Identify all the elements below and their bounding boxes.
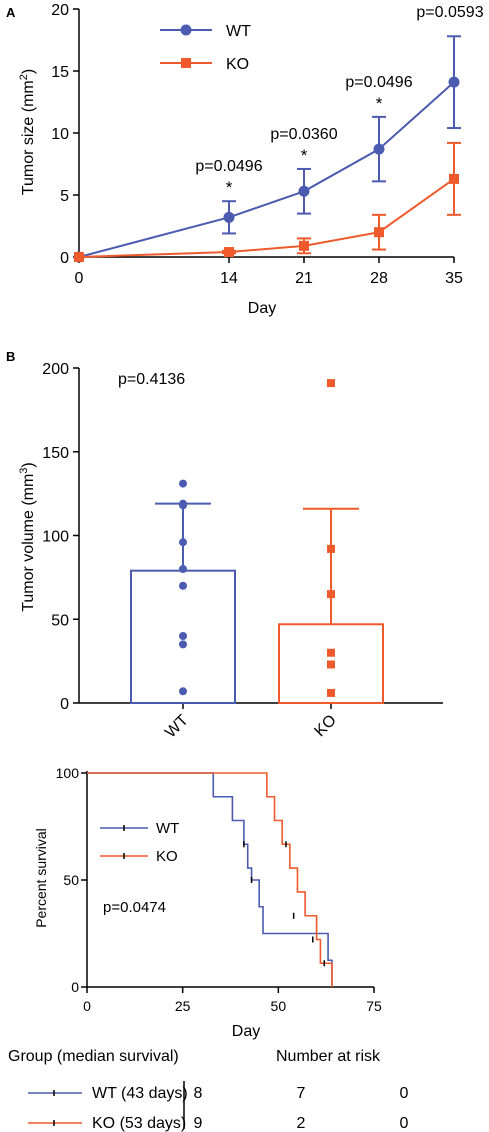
panel-a-series-line-ko	[78, 178, 455, 258]
panel-b-bar-chart: B Tumor volume (mm3) p=0.4136 0 50 100 150 2…	[6, 349, 443, 741]
risk-table-value: 0	[400, 1085, 409, 1102]
panel-a-point-ko	[224, 247, 234, 258]
panel-a-y-tick-label: 15	[51, 64, 69, 81]
panel-c-x-tick-label: 50	[271, 998, 287, 1014]
panel-b-point-wt	[179, 565, 187, 573]
panel-c-y-axis-label: Percent survival	[33, 828, 49, 928]
panel-a-y-axis-label: Tumor size (mm2)	[18, 69, 37, 195]
panel-b-x-tick-label: KO	[311, 712, 339, 740]
panel-b-point-wt	[179, 687, 187, 696]
panel-a-point-ko	[449, 173, 459, 184]
panel-b-point-wt	[179, 581, 187, 590]
panel-b-point-wt	[179, 479, 187, 488]
panel-b-point-ko	[327, 648, 335, 657]
risk-table-group-header: Group (median survival)	[8, 1048, 179, 1065]
panel-a-p-value: p=0.0593	[416, 4, 483, 21]
panel-b-y-tick-label: 0	[60, 696, 69, 713]
panel-c-survival-curve-wt	[87, 772, 333, 987]
panel-c-y-tick-label: 0	[71, 979, 79, 995]
panel-a-y-tick-label: 0	[60, 250, 69, 267]
panel-c-x-axis-label: Day	[232, 1023, 260, 1040]
panel-b-point-ko	[327, 688, 335, 697]
panel-c-survival-chart: Percent survival Day p=0.0474 0 50 100 0 25 5…	[33, 765, 382, 1040]
panel-a-x-tick-label: 21	[295, 270, 313, 287]
panel-b-point-wt	[179, 538, 187, 547]
risk-table-value: 7	[297, 1085, 306, 1102]
panel-b-label: B	[6, 349, 15, 364]
panel-b-x-tick-label: WT	[162, 712, 192, 742]
panel-a-point-ko	[74, 252, 84, 262]
panel-c-p-value: p=0.0474	[103, 899, 166, 916]
panel-a-x-axis-label: Day	[248, 300, 276, 317]
panel-a-y-tick-label: 10	[51, 126, 69, 143]
panel-a-x-tick-label: 35	[445, 270, 463, 287]
panel-a-significance-star: *	[226, 178, 233, 197]
panel-b-point-ko	[327, 544, 335, 553]
panel-a-series-line-wt	[78, 81, 455, 258]
panel-b-point-wt	[179, 640, 187, 649]
panel-a-p-value: p=0.0496	[345, 74, 412, 91]
panel-a-point-wt	[223, 211, 235, 223]
panel-b-point-ko	[327, 660, 335, 669]
panel-a-significance-star: *	[301, 146, 308, 165]
panel-a-p-value: p=0.0360	[270, 126, 337, 143]
panel-a-y-tick-label: 5	[60, 188, 69, 205]
panel-b-y-axis-label: Tumor volume (mm3)	[18, 462, 37, 612]
panel-c-survival-curve-ko	[87, 772, 333, 987]
panel-a-y-tick-label: 20	[51, 2, 69, 19]
panel-c-x-tick-label: 25	[175, 998, 191, 1014]
panel-b-point-wt	[179, 632, 187, 640]
risk-table-value: 0	[400, 1115, 409, 1132]
panel-c-x-tick-label: 75	[366, 998, 382, 1014]
panel-b-y-tick-label: 100	[42, 529, 69, 546]
risk-table-group-label: WT (43 days)	[92, 1085, 188, 1102]
risk-table-value: 8	[194, 1085, 203, 1102]
panel-a-point-wt	[373, 143, 385, 155]
risk-table-group-label: KO (53 days)	[92, 1115, 186, 1132]
panel-b-y-tick-label: 150	[42, 445, 69, 462]
panel-b-point-ko	[327, 590, 335, 599]
panel-a-legend-marker-ko	[181, 58, 191, 68]
panel-a-legend-marker-wt	[180, 24, 192, 36]
panel-a-label: A	[6, 5, 16, 20]
risk-table: Group (median survival) Number at risk W…	[8, 1048, 409, 1132]
panel-a-x-tick-label: 0	[75, 270, 84, 287]
panel-c-y-tick-label: 50	[63, 872, 79, 888]
panel-b-y-tick-label: 50	[51, 612, 69, 629]
risk-table-value: 9	[194, 1115, 203, 1132]
panel-a-point-wt	[298, 185, 310, 197]
panel-a-point-ko	[374, 227, 384, 238]
panel-b-point-ko	[327, 379, 335, 388]
panel-b-y-tick-label: 200	[42, 361, 69, 378]
panel-a-x-tick-label: 14	[220, 270, 238, 287]
panel-a-x-tick-label: 28	[370, 270, 388, 287]
panel-a-point-wt	[448, 76, 460, 88]
panel-b-p-value: p=0.4136	[118, 371, 185, 388]
risk-table-value: 2	[297, 1115, 306, 1132]
panel-c-x-tick-label: 0	[83, 998, 91, 1014]
panel-c-legend-label-wt: WT	[156, 820, 179, 837]
panel-b-point-wt	[179, 499, 187, 508]
panel-a-legend-label-ko: KO	[226, 56, 249, 73]
panel-c-legend-label-ko: KO	[156, 848, 178, 865]
panel-a-p-value: p=0.0496	[195, 158, 262, 175]
panel-a-point-ko	[299, 240, 309, 251]
risk-table-risk-header: Number at risk	[276, 1048, 381, 1065]
panel-c-y-tick-label: 100	[56, 765, 80, 781]
panel-a-legend-label-wt: WT	[226, 23, 251, 40]
panel-a-line-chart: A Tumor size (mm2) Day 0 5 10 15 20 0 14 21 28 35…	[6, 2, 484, 317]
panel-a-significance-star: *	[376, 94, 383, 113]
